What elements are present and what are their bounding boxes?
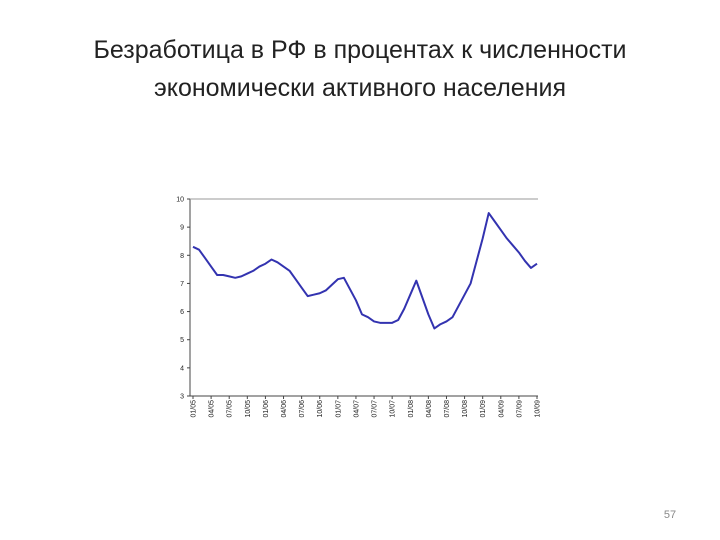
x-tick-label: 01/09: [480, 400, 487, 418]
x-tick-label: 04/08: [426, 400, 433, 418]
x-tick-label: 01/06: [263, 400, 270, 418]
slide-title: Безработица в РФ в процентах к численнос…: [94, 36, 627, 64]
x-tick-label: 10/09: [535, 400, 542, 418]
x-tick-label: 07/05: [227, 400, 234, 418]
page-number: 57: [664, 509, 676, 521]
data-line: [192, 212, 538, 330]
y-tick-label: 8: [180, 253, 184, 260]
x-tick-label: 04/07: [353, 400, 360, 418]
x-tick-label: 10/05: [245, 400, 252, 418]
y-tick-label: 5: [180, 337, 184, 344]
x-tick-label: 07/08: [444, 400, 451, 418]
y-tick-label: 9: [180, 225, 184, 232]
x-tick-label: 01/07: [335, 400, 342, 418]
x-tick-label: 10/07: [390, 400, 397, 418]
x-tick-label: 04/05: [209, 400, 216, 418]
x-tick-label: 04/09: [498, 400, 505, 418]
x-tick-label: 04/06: [281, 400, 288, 418]
x-tick-label: 10/06: [317, 400, 324, 418]
y-tick-label: 4: [180, 365, 184, 372]
y-tick-label: 6: [180, 309, 184, 316]
y-tick-label: 3: [180, 394, 184, 401]
x-tick-label: 01/08: [408, 400, 415, 418]
x-tick-label: 07/07: [372, 400, 379, 418]
x-tick-label: 10/08: [462, 400, 469, 418]
slide-title: экономически активного населения: [154, 74, 566, 102]
y-tick-label: 7: [180, 281, 184, 288]
x-tick-label: 07/09: [516, 400, 523, 418]
x-tick-label: 01/05: [191, 400, 198, 418]
x-tick-label: 07/06: [299, 400, 306, 418]
y-tick-label: 10: [176, 197, 184, 204]
